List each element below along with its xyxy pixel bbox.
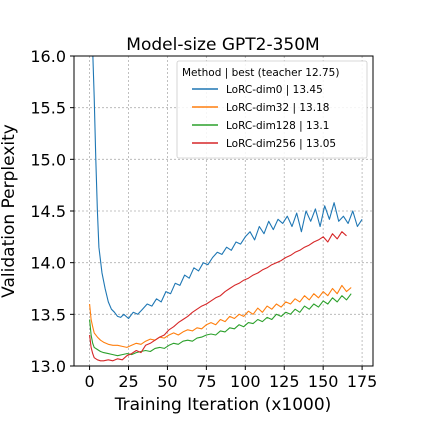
x-tick-label: 100: [230, 372, 261, 391]
x-axis-label: Training Iteration (x1000): [114, 395, 332, 415]
x-tick-label: 25: [118, 372, 138, 391]
legend-label: LoRC-dim128 | 13.1: [226, 120, 329, 132]
x-tick-label: 175: [347, 372, 378, 391]
y-tick-label: 13.0: [30, 357, 66, 376]
legend-box: [176, 60, 368, 159]
legend-title: Method | best (teacher 12.75): [182, 67, 339, 79]
legend-label: LoRC-dim32 | 13.18: [226, 102, 329, 114]
x-tick-label: 125: [269, 372, 300, 391]
y-tick-label: 16.0: [30, 47, 66, 66]
chart-title: Model-size GPT2-350M: [126, 35, 319, 55]
legend-label: LoRC-dim0 | 13.45: [226, 84, 323, 96]
legend-entry-2: LoRC-dim128 | 13.1: [192, 120, 329, 132]
y-tick-label: 15.0: [30, 150, 66, 169]
legend-entry-1: LoRC-dim32 | 13.18: [192, 102, 329, 114]
series-line-0: [92, 56, 363, 320]
y-tick-label: 13.5: [30, 305, 66, 324]
legend-entries: LoRC-dim0 | 13.45 LoRC-dim32 | 13.18 LoRC-…: [192, 84, 336, 150]
series-line-1: [89, 284, 352, 348]
y-tick-label: 14.5: [30, 202, 66, 221]
x-tick-label: 50: [157, 372, 177, 391]
x-tick-label: 0: [84, 372, 94, 391]
y-tick-label: 14.0: [30, 254, 66, 273]
legend-label: LoRC-dim256 | 13.05: [226, 138, 336, 150]
series-line-3: [89, 231, 347, 362]
x-tick-label: 75: [196, 372, 216, 391]
legend: Method | best (teacher 12.75) LoRC-dim0 …: [176, 60, 368, 159]
x-tick-label: 150: [308, 372, 339, 391]
series-line-2: [89, 293, 352, 357]
y-tick-label: 15.5: [30, 99, 66, 118]
y-axis-label: Validation Perplexity: [0, 124, 19, 298]
ticks: 0 25 50 75 100 125 150 175 13.0 13.5 14.0 14.5 15.0 1…: [30, 47, 377, 391]
legend-entry-0: LoRC-dim0 | 13.45: [192, 84, 323, 96]
series-layer: [89, 56, 363, 362]
legend-entry-3: LoRC-dim256 | 13.05: [192, 138, 336, 150]
